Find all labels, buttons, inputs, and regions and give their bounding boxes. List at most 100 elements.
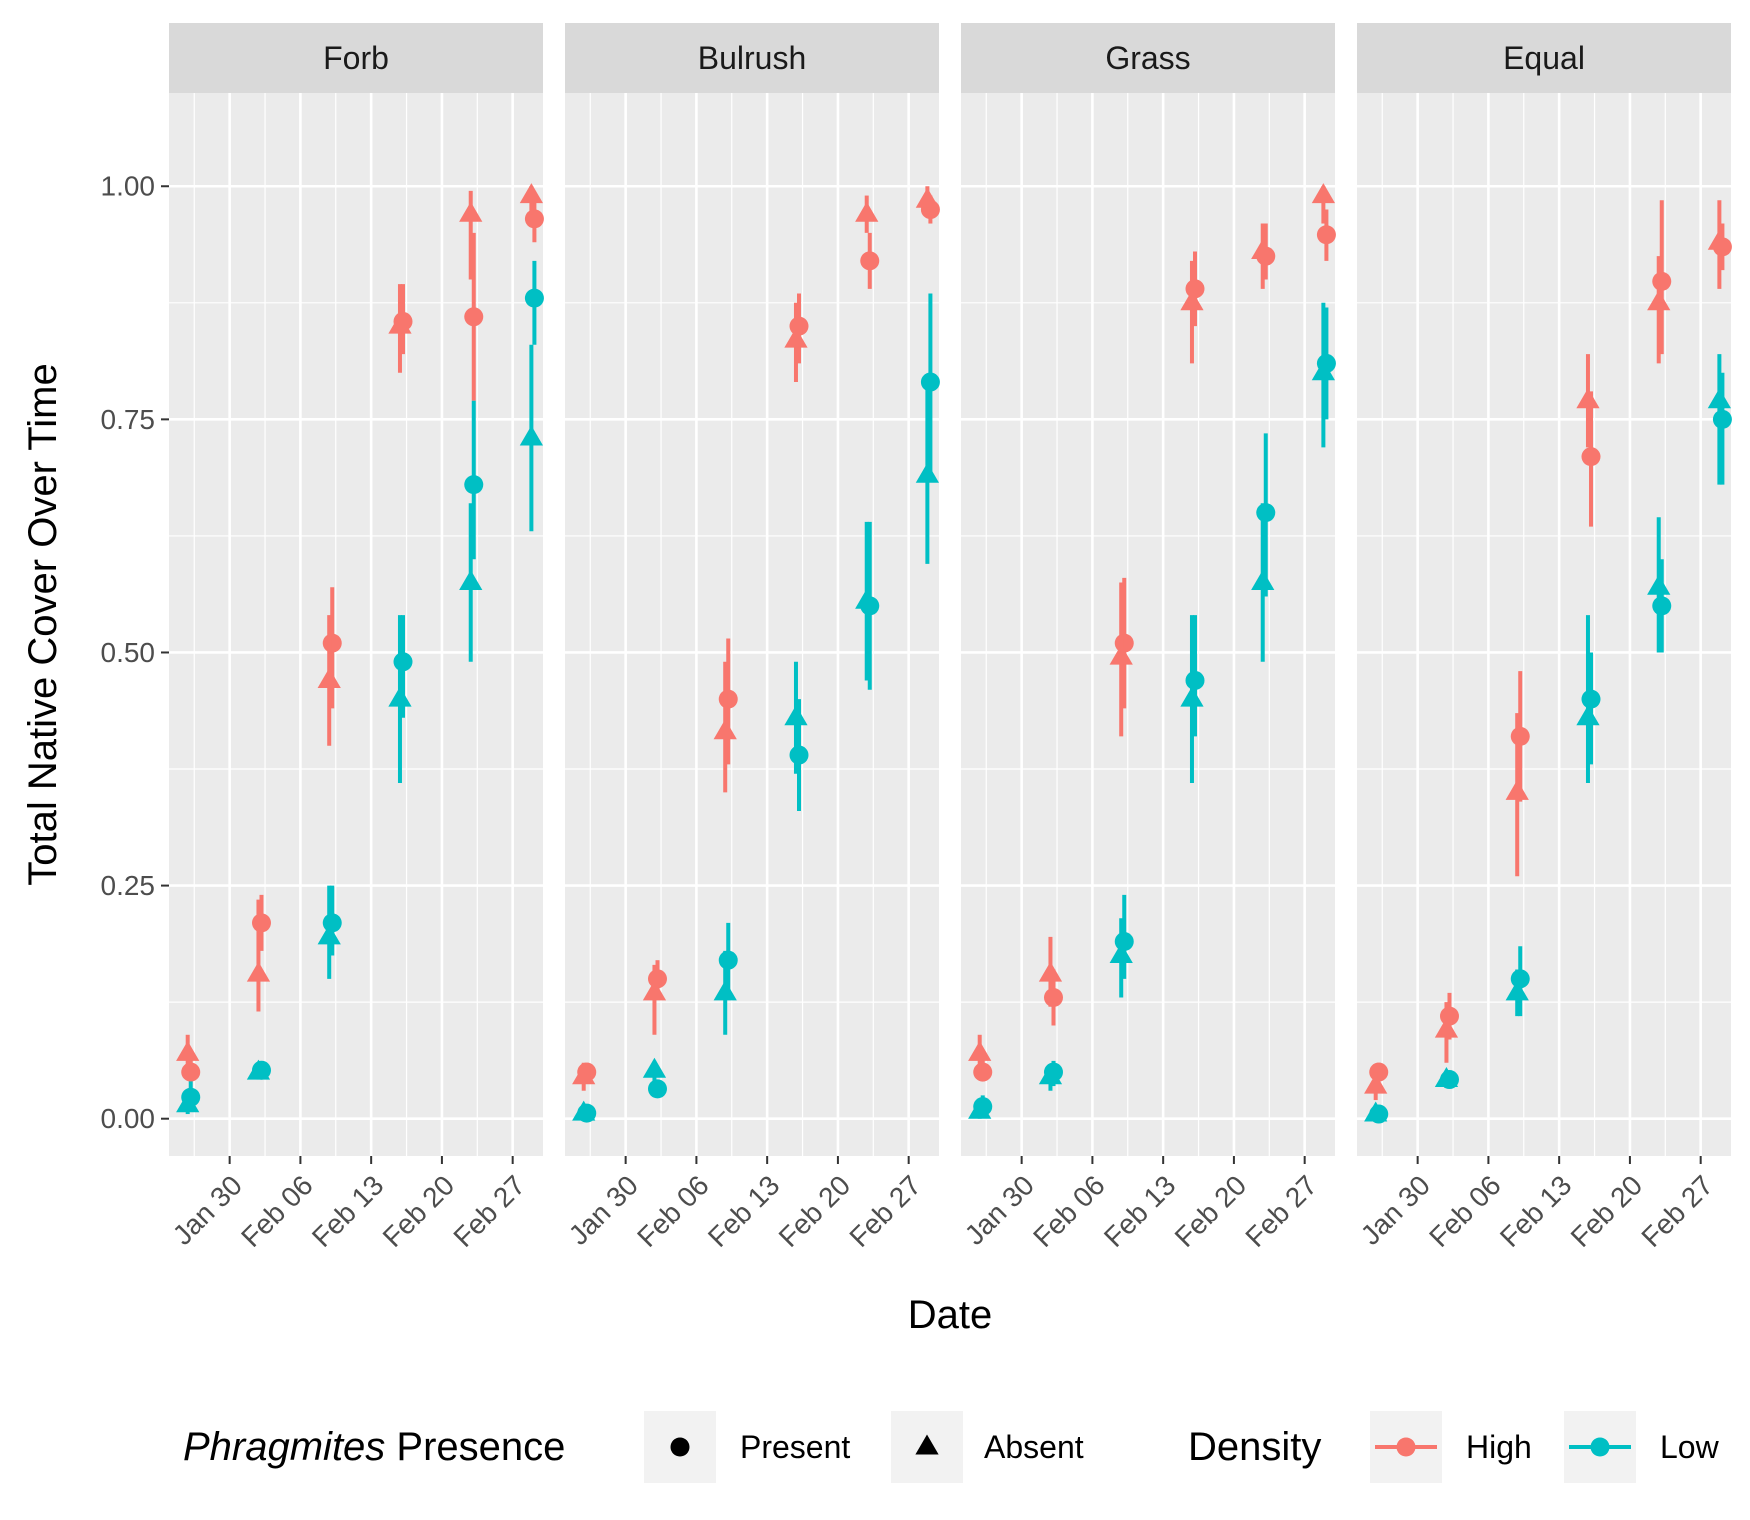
legend-item-low: Low — [1564, 1411, 1720, 1483]
panel-background — [1357, 93, 1731, 1156]
point-marker — [1114, 932, 1134, 952]
x-tick-label: Feb 13 — [1098, 1169, 1182, 1253]
triangle-marker — [388, 686, 412, 707]
legend-color-marker — [1590, 1437, 1610, 1457]
point-marker — [1712, 409, 1732, 429]
gridlines — [961, 93, 1335, 1156]
triangle-marker — [1505, 779, 1529, 800]
point-marker — [1316, 225, 1336, 245]
y-tick-label: 0.00 — [101, 1103, 156, 1134]
facet-strip-label: Grass — [1105, 40, 1190, 76]
x-tick-label: Feb 13 — [1494, 1169, 1578, 1253]
legend-item-absent: Absent — [891, 1411, 1084, 1483]
x-tick-label: Jan 30 — [1355, 1169, 1436, 1250]
triangle-marker — [1251, 570, 1275, 591]
triangle-marker — [642, 1057, 667, 1078]
point-marker — [973, 1062, 993, 1082]
point-marker — [1510, 726, 1530, 746]
triangle-marker — [459, 570, 483, 591]
triangle-marker — [713, 980, 737, 1001]
triangle-marker — [1180, 290, 1204, 311]
triangle-marker — [1505, 980, 1529, 1001]
point-marker — [1114, 633, 1134, 653]
data-marks — [1364, 200, 1732, 1124]
triangle-marker — [246, 1059, 271, 1080]
shape-legend-title: Phragmites Presence — [183, 1425, 565, 1469]
triangle-marker — [176, 1092, 200, 1113]
point-marker — [647, 1079, 667, 1099]
legend-keys: Present Absent High Low — [644, 1411, 1720, 1483]
x-tick-label: Feb 20 — [773, 1169, 857, 1253]
point-marker — [718, 689, 738, 709]
point-marker — [1439, 1006, 1459, 1026]
triangle-marker — [1311, 360, 1336, 381]
point-marker — [524, 288, 544, 308]
triangle-marker — [784, 705, 808, 726]
data-marks — [176, 183, 544, 1115]
triangle-marker — [1707, 388, 1732, 409]
x-tick-label: Feb 06 — [1423, 1169, 1507, 1253]
facet-strip — [1357, 23, 1731, 93]
legend-label: Absent — [984, 1429, 1084, 1465]
x-tick-label: Feb 13 — [702, 1169, 786, 1253]
data-marks — [572, 186, 940, 1123]
point-marker — [1652, 596, 1672, 616]
series-low-absent — [968, 302, 1336, 1119]
point-marker — [789, 745, 809, 765]
triangle-marker — [388, 313, 412, 334]
legend-item-high: High — [1370, 1411, 1532, 1483]
triangle-marker — [1251, 239, 1275, 260]
triangle-marker — [1364, 1101, 1388, 1122]
point-marker — [1652, 271, 1672, 291]
triangle-marker — [642, 980, 667, 1001]
series-high-absent — [572, 186, 940, 1091]
series-low-absent — [1364, 354, 1732, 1122]
point-marker — [1369, 1062, 1389, 1082]
triangle-marker — [1364, 1073, 1388, 1094]
legend-label: High — [1466, 1429, 1532, 1465]
point-marker — [860, 251, 880, 271]
triangle-marker — [459, 201, 483, 222]
triangle-marker — [1038, 961, 1063, 982]
legend-label: Low — [1660, 1429, 1720, 1465]
x-tick-label: Feb 06 — [631, 1169, 715, 1253]
point-marker — [1510, 969, 1530, 989]
x-tick-label: Feb 27 — [844, 1169, 928, 1253]
x-tick-label: Feb 27 — [1240, 1169, 1324, 1253]
series-low-absent — [176, 344, 544, 1115]
shape-legend-title-rest: Presence — [385, 1425, 565, 1469]
x-tick-label: Jan 30 — [563, 1169, 644, 1250]
x-tick-label: Feb 06 — [1027, 1169, 1111, 1253]
x-tick-label: Jan 30 — [959, 1169, 1040, 1250]
triangle-marker — [1109, 943, 1133, 964]
series-high-present — [181, 195, 544, 1082]
x-tick-label: Feb 06 — [235, 1169, 319, 1253]
triangle-marker — [1038, 1064, 1063, 1085]
triangle-marker — [1434, 1067, 1459, 1088]
point-marker — [1185, 670, 1205, 690]
facet-strip — [961, 23, 1335, 93]
point-marker — [464, 475, 484, 495]
legend-circle-marker — [670, 1437, 690, 1457]
legend-item-present: Present — [644, 1411, 850, 1483]
y-tick-label: 1.00 — [101, 171, 156, 202]
triangle-marker — [572, 1064, 596, 1085]
triangle-marker — [1707, 229, 1732, 250]
triangle-marker — [1311, 183, 1336, 204]
point-marker — [1256, 503, 1276, 523]
x-axis-title: Date — [908, 1293, 993, 1337]
point-marker — [920, 372, 940, 392]
point-marker — [322, 913, 342, 933]
x-tick-label: Feb 27 — [1636, 1169, 1720, 1253]
triangle-marker — [317, 667, 341, 688]
y-tick-label: 0.75 — [101, 404, 156, 435]
point-marker — [251, 913, 271, 933]
gridlines — [169, 93, 543, 1156]
